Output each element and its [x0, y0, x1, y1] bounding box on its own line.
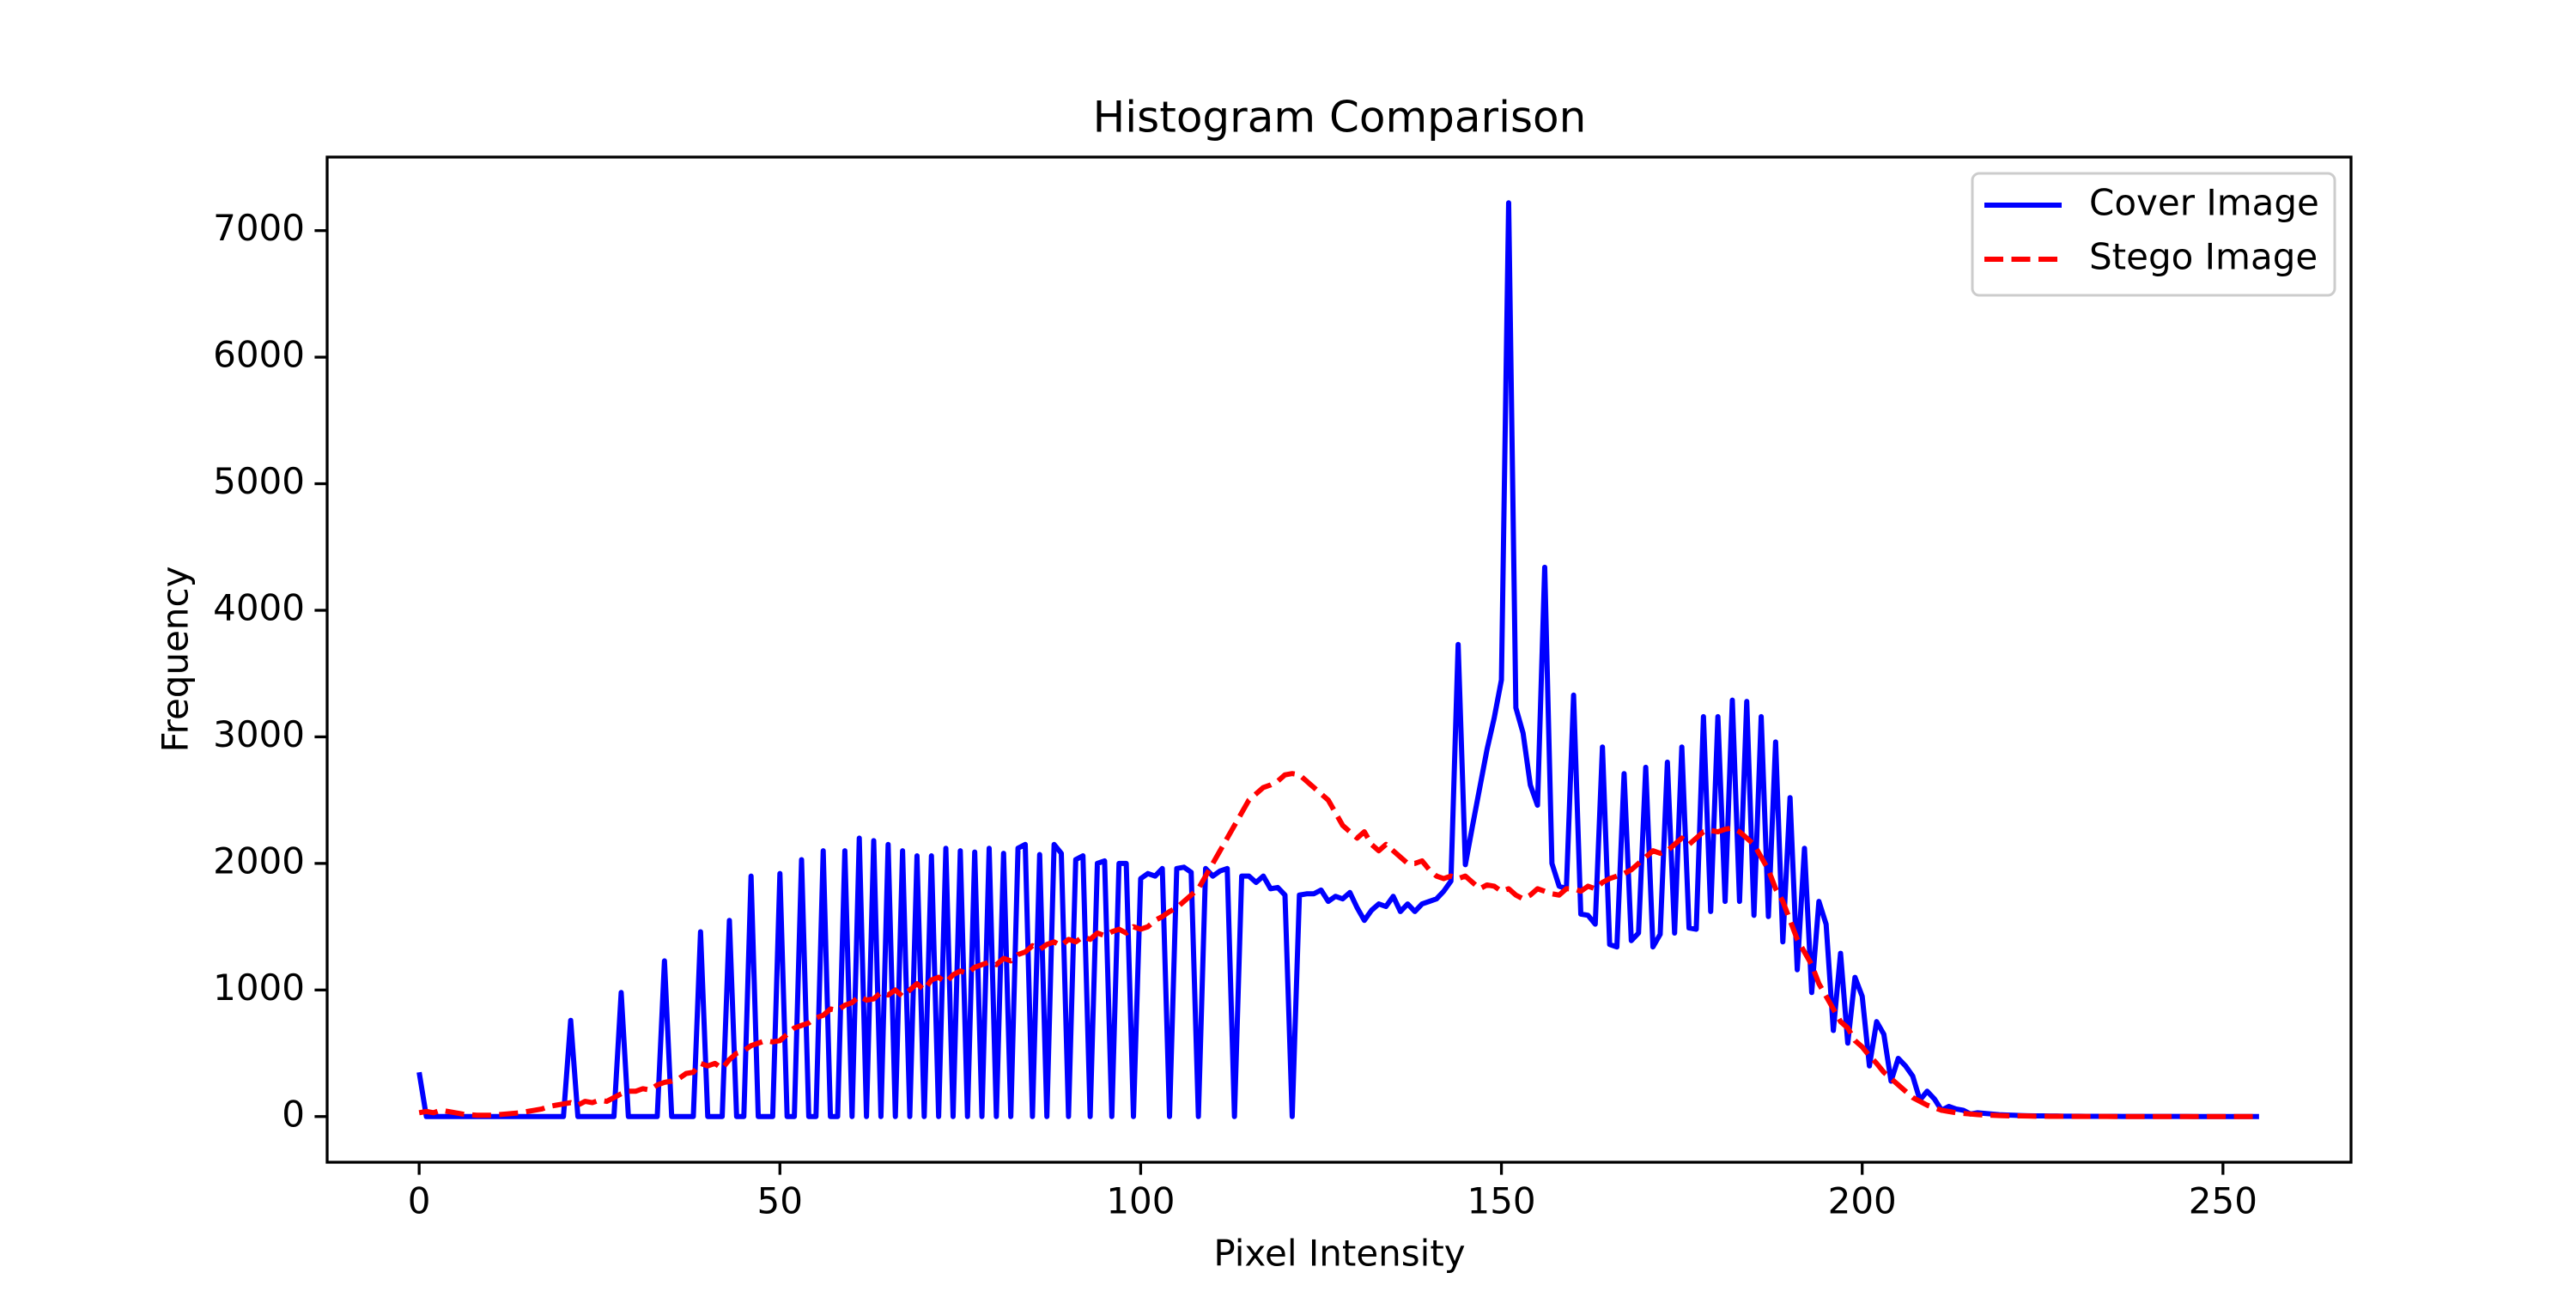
y-axis-label: Frequency — [155, 567, 197, 753]
y-tick-label: 1000 — [213, 967, 305, 1009]
plot-area — [416, 200, 2259, 1119]
x-axis-label: Pixel Intensity — [1213, 1233, 1465, 1275]
y-tick-label: 7000 — [213, 207, 305, 249]
legend-label: Stego Image — [2089, 236, 2318, 278]
y-tick-label: 4000 — [213, 586, 305, 628]
data-line — [416, 200, 2259, 1119]
x-tick-label: 250 — [2189, 1180, 2257, 1222]
x-tick-label: 100 — [1106, 1180, 1175, 1222]
x-tick-label: 200 — [1828, 1180, 1897, 1222]
legend-box — [1971, 172, 2336, 297]
y-tick-label: 0 — [282, 1093, 305, 1135]
x-tick-label: 50 — [757, 1180, 803, 1222]
x-tick-label: 0 — [408, 1180, 431, 1222]
data-line — [418, 771, 2259, 1119]
axes-frame — [325, 155, 2353, 1164]
y-tick-label: 2000 — [213, 839, 305, 882]
chart-title: Histogram Comparison — [1093, 93, 1587, 142]
y-tick-label: 5000 — [213, 460, 305, 502]
legend: Cover Image Stego Image — [1971, 172, 2336, 297]
y-tick-label: 6000 — [213, 334, 305, 376]
legend-label: Cover Image — [2089, 182, 2319, 224]
x-tick-label: 150 — [1467, 1180, 1535, 1222]
y-tick-label: 3000 — [213, 713, 305, 755]
